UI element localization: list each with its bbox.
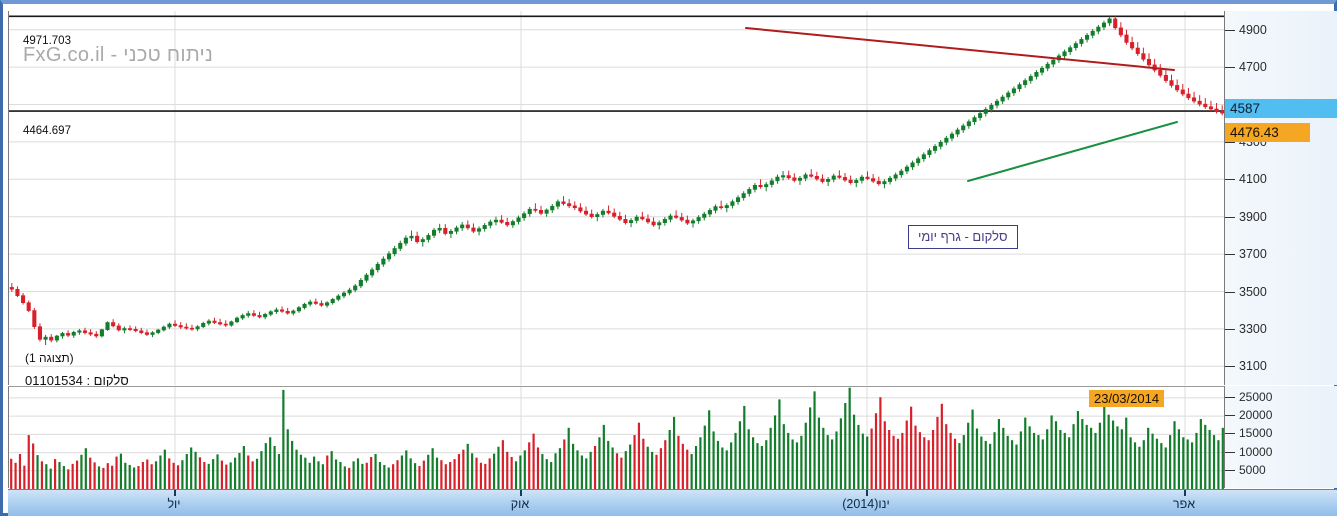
- price-candlestick-svg: [9, 11, 1225, 385]
- volume-tick-label: 20000: [1239, 408, 1273, 423]
- price-tick-label: 3500: [1239, 284, 1267, 299]
- price-tick-label: 3900: [1239, 209, 1267, 224]
- time-tick-label: אפר: [1172, 497, 1196, 511]
- volume-tick-dash: [1225, 433, 1235, 435]
- price-tick-dash: [1225, 366, 1235, 368]
- current-price-badge: 4587: [1225, 99, 1337, 118]
- volume-tick-label: 10000: [1239, 444, 1273, 459]
- date-badge: 23/03/2014: [1089, 390, 1165, 407]
- time-tick-mark: [520, 490, 522, 496]
- time-tick-label: אוק: [510, 497, 530, 511]
- time-tick-label: יול: [167, 497, 181, 511]
- price-tick-dash: [1225, 216, 1235, 218]
- price-tick-dash: [1225, 179, 1235, 181]
- price-tick-dash: [1225, 141, 1235, 143]
- view-count-label: (תצוגה 1): [25, 351, 74, 365]
- volume-axis[interactable]: 25000 20000 15000 10000 5000: [1224, 386, 1337, 488]
- low-reference-label: 4464.697: [23, 125, 71, 137]
- time-tick-label: ינו(2014): [842, 497, 890, 511]
- price-tick-label: 3100: [1239, 359, 1267, 374]
- volume-tick-label: 15000: [1239, 426, 1273, 441]
- time-tick-mark: [866, 490, 868, 496]
- price-tick-label: 3300: [1239, 321, 1267, 336]
- price-tick-dash: [1225, 254, 1235, 256]
- time-tick-mark: [174, 490, 176, 496]
- price-tick-label: 4900: [1239, 22, 1267, 37]
- price-tick-label: 4100: [1239, 172, 1267, 187]
- watermark-text: ניתוח טכני - FxG.co.il: [23, 44, 214, 66]
- volume-bars-svg: [9, 387, 1225, 489]
- chart-inner-surface: ניתוח טכני - FxG.co.il 4971.703 4464.697…: [4, 5, 1337, 516]
- price-axis[interactable]: 4900470045004300410039003700350033003100…: [1224, 11, 1337, 385]
- volume-tick-dash: [1225, 469, 1235, 471]
- price-tick-dash: [1225, 328, 1235, 330]
- volume-tick-dash: [1225, 451, 1235, 453]
- volume-chart-pane[interactable]: Volume: [8, 386, 1225, 489]
- high-reference-label: 4971.703: [23, 35, 71, 47]
- symbol-label: סלקום : 01101534: [25, 373, 129, 388]
- price-tick-dash: [1225, 67, 1235, 69]
- time-axis[interactable]: יול אוק ינו(2014) אפר: [8, 489, 1337, 516]
- volume-tick-dash: [1225, 415, 1235, 417]
- price-tick-label: 4700: [1239, 60, 1267, 75]
- price-tick-dash: [1225, 29, 1235, 31]
- time-tick-mark: [1184, 490, 1186, 496]
- volume-tick-label: 25000: [1239, 389, 1273, 404]
- chart-title-box: סלקום - גרף יומי: [908, 225, 1018, 249]
- last-price-badge: 4476.43: [1225, 123, 1310, 142]
- volume-tick-dash: [1225, 396, 1235, 398]
- volume-tick-label: 5000: [1239, 462, 1266, 477]
- price-tick-label: 3700: [1239, 247, 1267, 262]
- price-chart-pane[interactable]: ניתוח טכני - FxG.co.il 4971.703 4464.697…: [8, 11, 1225, 388]
- price-tick-dash: [1225, 291, 1235, 293]
